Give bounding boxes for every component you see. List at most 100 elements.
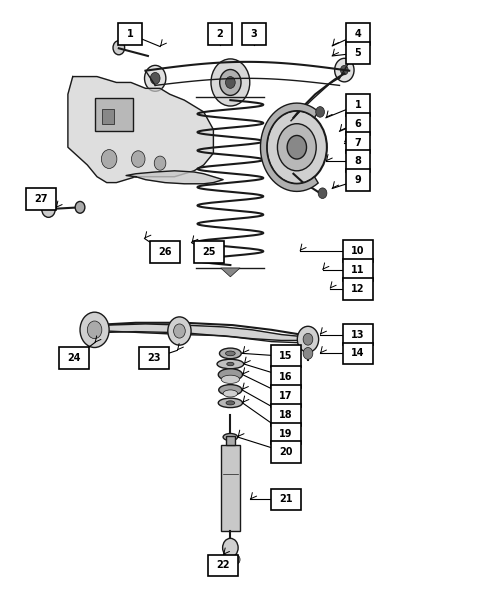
Polygon shape	[126, 171, 223, 184]
FancyBboxPatch shape	[26, 188, 56, 210]
Text: 5: 5	[354, 48, 361, 58]
FancyBboxPatch shape	[207, 24, 231, 45]
Circle shape	[302, 348, 312, 359]
Bar	[102, 109, 114, 124]
Text: 3: 3	[250, 29, 257, 39]
FancyBboxPatch shape	[342, 324, 372, 345]
Circle shape	[225, 77, 235, 88]
Circle shape	[222, 538, 238, 557]
FancyBboxPatch shape	[118, 24, 142, 45]
Text: 15: 15	[279, 352, 292, 361]
Text: 22: 22	[216, 561, 229, 570]
Text: 14: 14	[350, 349, 364, 358]
Circle shape	[42, 201, 55, 217]
Circle shape	[154, 156, 166, 170]
Text: 24: 24	[67, 353, 81, 363]
FancyBboxPatch shape	[342, 343, 372, 364]
FancyBboxPatch shape	[193, 241, 223, 263]
Ellipse shape	[226, 362, 233, 366]
FancyBboxPatch shape	[271, 385, 301, 407]
Ellipse shape	[216, 359, 243, 369]
Circle shape	[219, 70, 241, 95]
Circle shape	[144, 65, 166, 91]
Circle shape	[287, 135, 306, 159]
Ellipse shape	[223, 390, 237, 397]
FancyBboxPatch shape	[345, 24, 369, 45]
FancyBboxPatch shape	[345, 94, 369, 116]
Ellipse shape	[225, 351, 235, 356]
FancyBboxPatch shape	[345, 132, 369, 154]
Text: 21: 21	[279, 495, 292, 504]
Circle shape	[318, 188, 326, 198]
Text: 1: 1	[126, 29, 133, 39]
Text: 11: 11	[350, 265, 364, 274]
Text: 6: 6	[354, 119, 361, 128]
FancyBboxPatch shape	[271, 404, 301, 426]
Ellipse shape	[221, 375, 239, 383]
FancyBboxPatch shape	[59, 348, 89, 369]
Text: 10: 10	[350, 246, 364, 256]
Text: 26: 26	[158, 247, 171, 257]
Text: 2: 2	[216, 29, 223, 39]
Circle shape	[277, 124, 316, 171]
FancyBboxPatch shape	[150, 241, 180, 263]
FancyBboxPatch shape	[271, 366, 301, 388]
FancyBboxPatch shape	[345, 42, 369, 64]
Polygon shape	[269, 118, 307, 174]
FancyBboxPatch shape	[271, 489, 301, 510]
Circle shape	[173, 324, 185, 338]
Circle shape	[232, 555, 240, 564]
Text: 16: 16	[279, 372, 292, 382]
Circle shape	[101, 150, 117, 168]
Circle shape	[113, 41, 124, 55]
Circle shape	[75, 201, 85, 213]
FancyBboxPatch shape	[345, 113, 369, 135]
Circle shape	[266, 111, 326, 184]
Circle shape	[80, 312, 109, 348]
FancyBboxPatch shape	[139, 348, 169, 369]
Bar	[225, 436, 235, 445]
FancyBboxPatch shape	[345, 170, 369, 191]
FancyBboxPatch shape	[342, 259, 372, 281]
Circle shape	[211, 59, 249, 106]
Ellipse shape	[218, 369, 242, 380]
Text: 12: 12	[350, 284, 364, 293]
Bar	[220, 445, 240, 531]
Circle shape	[297, 326, 318, 352]
Circle shape	[340, 65, 348, 75]
Circle shape	[87, 321, 102, 339]
Ellipse shape	[219, 348, 241, 359]
Text: 27: 27	[34, 194, 48, 204]
Polygon shape	[260, 103, 318, 191]
Circle shape	[334, 58, 353, 82]
Circle shape	[302, 333, 312, 345]
Text: 7: 7	[354, 138, 361, 147]
Circle shape	[167, 317, 191, 345]
Text: 17: 17	[279, 391, 292, 401]
FancyBboxPatch shape	[241, 24, 265, 45]
Text: 18: 18	[279, 410, 292, 419]
Text: 23: 23	[147, 353, 161, 363]
Ellipse shape	[218, 385, 242, 395]
FancyBboxPatch shape	[345, 151, 369, 173]
Bar	[94, 98, 133, 131]
Text: 20: 20	[279, 448, 292, 457]
FancyBboxPatch shape	[271, 442, 301, 463]
FancyBboxPatch shape	[342, 278, 372, 300]
Text: 9: 9	[354, 176, 361, 185]
Text: 4: 4	[354, 29, 361, 39]
Text: 8: 8	[354, 157, 361, 166]
Text: 1: 1	[354, 100, 361, 110]
FancyBboxPatch shape	[208, 555, 238, 576]
Circle shape	[131, 151, 145, 167]
Text: 19: 19	[279, 429, 292, 438]
FancyBboxPatch shape	[342, 240, 372, 262]
FancyBboxPatch shape	[271, 345, 301, 368]
Ellipse shape	[226, 401, 234, 405]
Text: 13: 13	[350, 330, 364, 339]
Ellipse shape	[223, 434, 237, 441]
FancyBboxPatch shape	[271, 423, 301, 445]
Text: 25: 25	[201, 247, 215, 257]
Polygon shape	[68, 77, 213, 183]
Circle shape	[150, 72, 160, 84]
